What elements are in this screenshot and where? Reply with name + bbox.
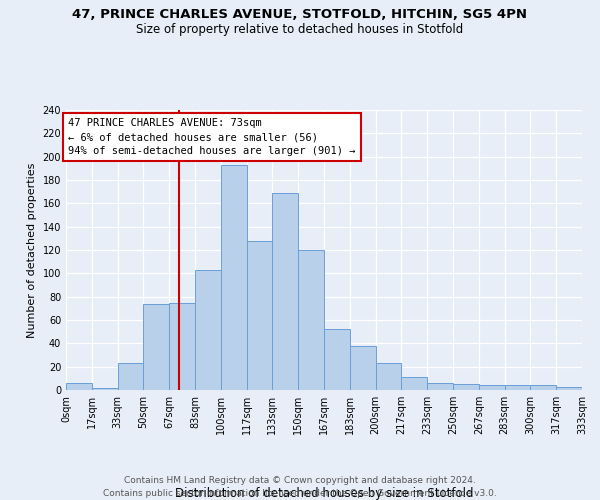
Bar bbox=[324, 330, 350, 390]
Bar bbox=[195, 270, 221, 390]
Bar bbox=[427, 383, 453, 390]
X-axis label: Distribution of detached houses by size in Stotfold: Distribution of detached houses by size … bbox=[175, 487, 473, 500]
Bar bbox=[169, 302, 195, 390]
Bar bbox=[401, 377, 427, 390]
Bar bbox=[376, 363, 401, 390]
Bar bbox=[556, 386, 582, 390]
Text: 47, PRINCE CHARLES AVENUE, STOTFOLD, HITCHIN, SG5 4PN: 47, PRINCE CHARLES AVENUE, STOTFOLD, HIT… bbox=[73, 8, 527, 20]
Bar bbox=[505, 386, 530, 390]
Bar bbox=[272, 193, 298, 390]
Bar bbox=[221, 165, 247, 390]
Bar bbox=[247, 240, 272, 390]
Bar bbox=[298, 250, 324, 390]
Bar bbox=[530, 386, 556, 390]
Bar bbox=[118, 363, 143, 390]
Bar bbox=[350, 346, 376, 390]
Bar bbox=[92, 388, 118, 390]
Text: Contains HM Land Registry data © Crown copyright and database right 2024.
Contai: Contains HM Land Registry data © Crown c… bbox=[103, 476, 497, 498]
Y-axis label: Number of detached properties: Number of detached properties bbox=[27, 162, 37, 338]
Bar bbox=[453, 384, 479, 390]
Text: Size of property relative to detached houses in Stotfold: Size of property relative to detached ho… bbox=[136, 22, 464, 36]
Bar bbox=[66, 383, 92, 390]
Text: 47 PRINCE CHARLES AVENUE: 73sqm
← 6% of detached houses are smaller (56)
94% of : 47 PRINCE CHARLES AVENUE: 73sqm ← 6% of … bbox=[68, 118, 356, 156]
Bar bbox=[143, 304, 169, 390]
Bar bbox=[479, 386, 505, 390]
